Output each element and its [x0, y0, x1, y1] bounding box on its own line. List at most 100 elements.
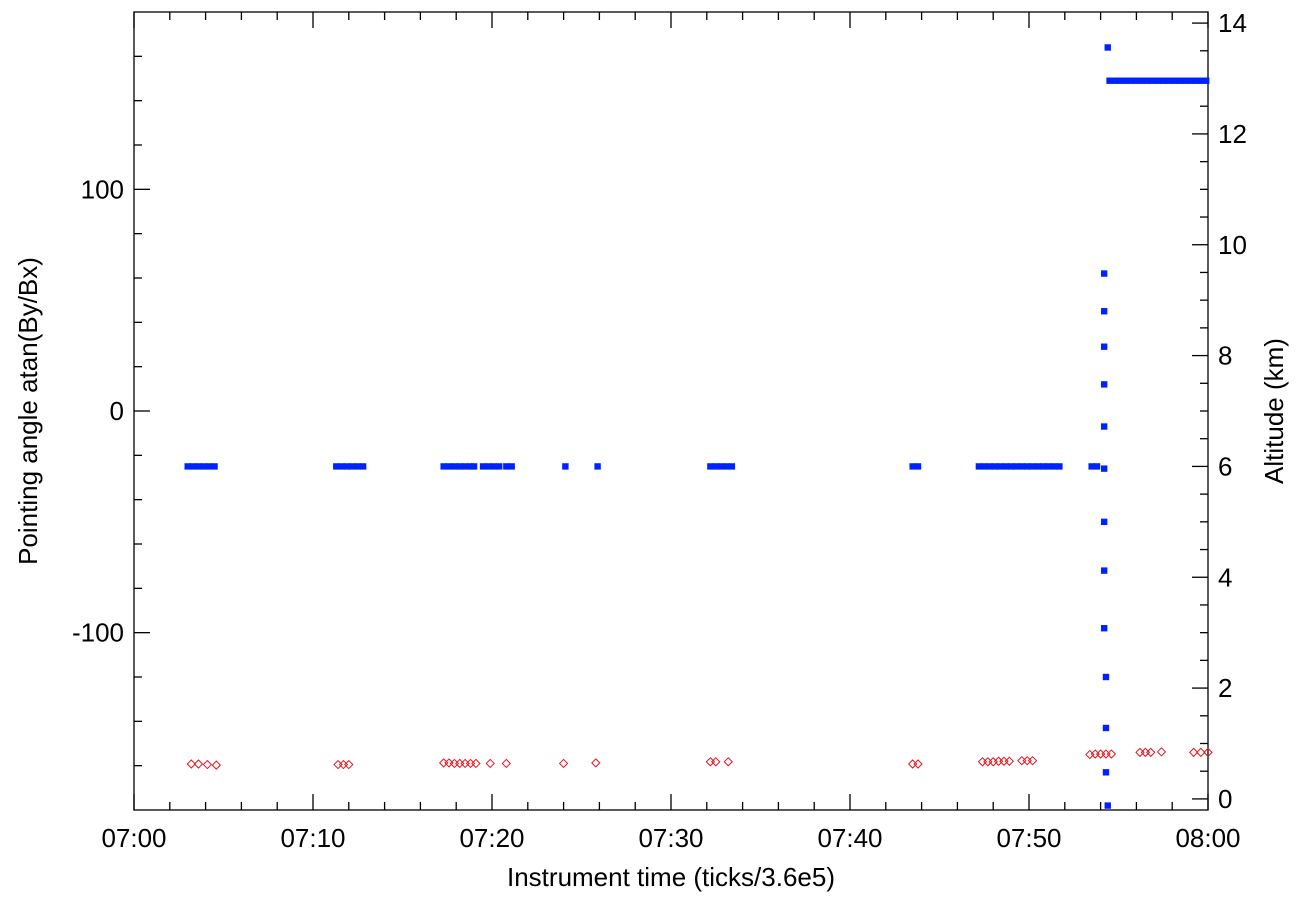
pointing-angle-point — [981, 463, 988, 470]
pointing-angle-point — [1133, 77, 1140, 84]
altitude-point — [465, 758, 476, 769]
altitude-point — [485, 758, 495, 769]
altitude-point — [983, 757, 993, 767]
altitude-point — [444, 758, 454, 768]
y-right-tick-label: 6 — [1218, 451, 1232, 481]
pointing-angle-point — [1138, 77, 1145, 84]
x-tick-label: 07:30 — [638, 823, 703, 853]
pointing-angle-point — [1100, 423, 1108, 430]
pointing-angle-point — [1100, 567, 1108, 574]
altitude-point — [723, 757, 733, 767]
pointing-angle-point — [723, 463, 730, 470]
pointing-angle-point — [986, 463, 993, 470]
y-left-tick-label: 100 — [81, 174, 124, 204]
pointing-angle-point — [1018, 463, 1026, 470]
pointing-angle-point — [440, 463, 447, 470]
pointing-angle-point — [456, 463, 463, 470]
pointing-angle-point — [1186, 77, 1194, 84]
y-right-tick-label: 8 — [1218, 341, 1232, 371]
pointing-angle-point — [1106, 77, 1113, 84]
pointing-angle-point — [707, 463, 714, 470]
pointing-angle-point — [467, 463, 474, 470]
altitude-point — [1101, 749, 1111, 759]
plot-frame — [133, 11, 1209, 811]
y-right-tick-label: 4 — [1218, 562, 1232, 592]
pointing-angle-point — [354, 463, 361, 470]
altitude-point — [438, 758, 449, 768]
x-tick-label: 08:00 — [1175, 823, 1240, 853]
pointing-angle-point — [975, 463, 983, 470]
pointing-angle-point — [1100, 625, 1108, 632]
altitude-point — [211, 760, 222, 770]
pointing-angle-point — [470, 463, 478, 470]
pointing-angle-point — [1007, 463, 1015, 470]
pointing-angle-point — [1034, 463, 1042, 470]
pointing-angle-point — [1002, 463, 1009, 470]
altitude-point — [1090, 749, 1100, 759]
pointing-angle-point — [1040, 463, 1047, 470]
y-right-tick-label: 0 — [1218, 784, 1232, 814]
pointing-angle-point — [1176, 77, 1183, 84]
y-right-tick-label: 10 — [1218, 230, 1247, 260]
data-marks — [184, 44, 1213, 809]
pointing-angle-point — [1102, 769, 1110, 776]
pointing-angle-point — [914, 463, 922, 470]
altitude-point — [1027, 755, 1038, 766]
pointing-angle-point — [1154, 77, 1162, 84]
pointing-angle-point — [728, 463, 736, 470]
y-left-tick-label: -100 — [72, 618, 124, 648]
pointing-angle-point — [445, 463, 453, 470]
altitude-point — [988, 757, 998, 767]
altitude-point — [1095, 749, 1106, 759]
pointing-angle-point — [343, 463, 351, 470]
pointing-angle-point — [712, 463, 719, 470]
pointing-angle-point — [717, 463, 725, 470]
altitude-point — [460, 758, 470, 769]
x-tick-label: 07:10 — [280, 823, 345, 853]
altitude-point — [1004, 756, 1015, 766]
altitude-point — [193, 759, 204, 769]
altitude-point — [1085, 749, 1095, 760]
y-axis-title-right: Altitude (km) — [1259, 338, 1289, 484]
pointing-angle-point — [451, 463, 458, 470]
pointing-angle-point — [495, 463, 503, 470]
y-right-tick-label: 2 — [1218, 673, 1232, 703]
pointing-angle-point — [195, 463, 202, 470]
pointing-angle-point — [359, 463, 367, 470]
pointing-angle-point — [184, 463, 191, 470]
y-left-tick-label: 0 — [110, 396, 124, 426]
altitude-point — [913, 759, 923, 769]
pointing-angle-point — [461, 463, 469, 470]
pointing-angle-point — [1117, 77, 1124, 84]
altitude-point — [1188, 747, 1199, 758]
pointing-angle-point — [1100, 465, 1108, 472]
pointing-angle-point — [1122, 77, 1129, 84]
altitude-point — [501, 758, 512, 769]
altitude-point — [999, 756, 1009, 766]
altitude-point — [449, 758, 460, 769]
pointing-angle-point — [1203, 77, 1210, 84]
pointing-angle-point — [1104, 44, 1111, 51]
altitude-point — [186, 759, 196, 769]
altitude-point — [993, 756, 1004, 766]
pointing-angle-point — [349, 463, 356, 470]
pointing-angle-point — [1181, 77, 1188, 84]
y-right-tick-label: 12 — [1218, 119, 1247, 149]
altitude-point — [1135, 747, 1145, 758]
pointing-angle-point — [997, 463, 1004, 470]
altitude-point — [591, 758, 601, 768]
pointing-angle-point — [1056, 463, 1063, 470]
altitude-point — [471, 758, 481, 769]
pointing-angle-point — [594, 463, 601, 470]
altitude-point — [705, 757, 716, 767]
pointing-angle-point — [1104, 802, 1111, 809]
altitude-point — [1196, 747, 1206, 758]
altitude-point — [202, 759, 213, 770]
pointing-angle-point — [490, 463, 497, 470]
pointing-angle-point — [200, 463, 208, 470]
pointing-angle-point — [1100, 270, 1108, 277]
x-tick-label: 07:40 — [817, 823, 882, 853]
altitude-point — [1203, 747, 1213, 758]
pointing-angle-point — [189, 463, 197, 470]
pointing-angle-point — [1100, 343, 1108, 350]
